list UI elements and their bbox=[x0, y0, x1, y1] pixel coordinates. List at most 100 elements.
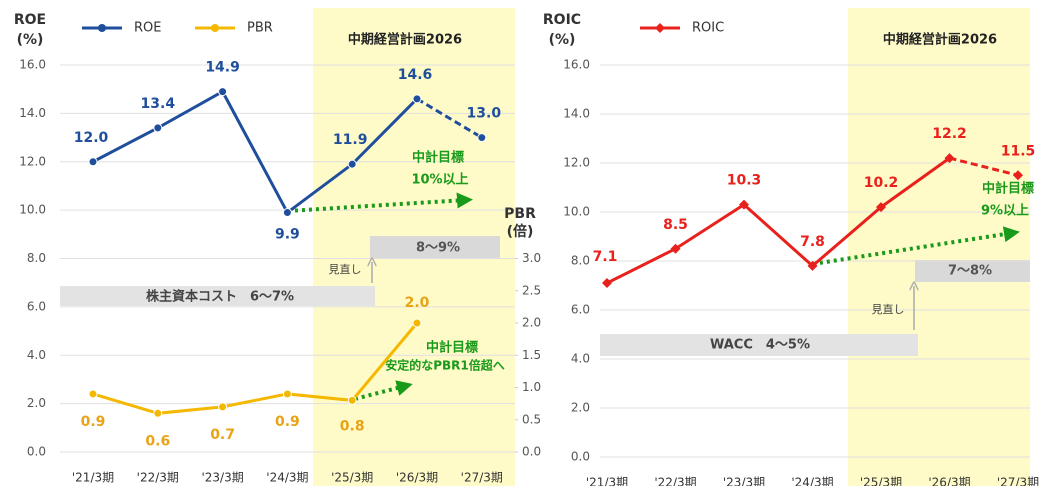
marker bbox=[477, 133, 487, 143]
data-label: 12.2 bbox=[932, 126, 967, 142]
data-label: 11.5 bbox=[1001, 143, 1036, 159]
y-tick-label: 10.0 bbox=[563, 205, 590, 219]
x-tick-label: '21/3期 bbox=[72, 471, 114, 485]
y2-tick-label: 1.5 bbox=[522, 348, 541, 362]
y2-axis-title: (倍) bbox=[507, 223, 534, 240]
data-label: 8.5 bbox=[663, 217, 688, 233]
marker bbox=[282, 208, 292, 218]
y-tick-label: 10.0 bbox=[19, 203, 46, 217]
x-tick-label: '21/3期 bbox=[586, 476, 628, 486]
data-label: 0.6 bbox=[145, 433, 170, 449]
y-tick-label: 12.0 bbox=[563, 156, 590, 170]
data-label: 10.3 bbox=[727, 173, 762, 189]
range-box bbox=[60, 286, 375, 306]
legend-marker bbox=[98, 24, 106, 32]
annotation: 株主資本コスト 6～7% bbox=[146, 289, 294, 305]
y2-tick-label: 0.5 bbox=[522, 412, 541, 426]
y-tick-label: 6.0 bbox=[571, 303, 590, 317]
x-tick-label: '24/3期 bbox=[266, 471, 308, 485]
data-label: 14.6 bbox=[398, 67, 433, 83]
range-box bbox=[370, 236, 500, 258]
marker bbox=[670, 243, 681, 254]
y-axis-title: (%) bbox=[17, 32, 44, 48]
annotation: 中計目標 bbox=[982, 181, 1034, 197]
data-label: 12.0 bbox=[74, 130, 109, 146]
range-box bbox=[600, 334, 918, 356]
data-label: 9.9 bbox=[275, 227, 300, 243]
y-tick-label: 8.0 bbox=[27, 251, 46, 265]
target-arrow bbox=[287, 192, 473, 213]
y-axis-title: ROE bbox=[14, 12, 46, 28]
target-arrow bbox=[354, 380, 413, 401]
marker bbox=[1013, 170, 1023, 181]
marker bbox=[412, 318, 422, 328]
marker bbox=[282, 389, 292, 399]
marker bbox=[218, 87, 228, 97]
annotation: 中期経営計画2026 bbox=[883, 32, 997, 48]
range-box bbox=[915, 260, 1030, 282]
x-tick-label: '25/3期 bbox=[860, 476, 902, 486]
y-tick-label: 16.0 bbox=[19, 58, 46, 72]
legend-marker bbox=[655, 23, 665, 33]
line bbox=[92, 322, 419, 415]
data-label: 10.2 bbox=[864, 175, 899, 191]
data-label: 13.4 bbox=[141, 96, 176, 112]
data-label: 0.7 bbox=[210, 427, 235, 443]
annotation: 安定的なPBR1倍超へ bbox=[385, 358, 505, 373]
y2-tick-label: 2.0 bbox=[522, 316, 541, 330]
marker bbox=[88, 157, 98, 167]
x-tick-label: '23/3期 bbox=[723, 476, 765, 486]
y-tick-label: 14.0 bbox=[563, 107, 590, 121]
marker bbox=[944, 153, 955, 164]
data-label: 0.9 bbox=[275, 414, 300, 430]
x-tick-label: '27/3期 bbox=[997, 476, 1039, 486]
x-tick-label: '26/3期 bbox=[396, 471, 438, 485]
y2-tick-label: 0.0 bbox=[522, 445, 541, 459]
y-tick-label: 14.0 bbox=[19, 106, 46, 120]
y-tick-label: 12.0 bbox=[19, 154, 46, 168]
data-label: 7.1 bbox=[593, 249, 618, 265]
line bbox=[606, 156, 951, 285]
y-axis-title: (%) bbox=[549, 32, 576, 48]
marker bbox=[876, 202, 886, 213]
y-tick-label: 4.0 bbox=[571, 352, 590, 366]
annotation: 中計目標 bbox=[426, 340, 478, 356]
annotation: 見直し bbox=[872, 302, 905, 316]
arrows bbox=[287, 192, 1020, 401]
y-tick-label: 2.0 bbox=[27, 396, 46, 410]
y-tick-label: 8.0 bbox=[571, 254, 590, 268]
y-tick-label: 6.0 bbox=[27, 299, 46, 313]
background bbox=[60, 8, 1030, 486]
marker bbox=[347, 159, 357, 169]
data-label: 0.9 bbox=[81, 414, 106, 430]
line bbox=[416, 97, 483, 139]
y2-tick-label: 1.0 bbox=[522, 380, 541, 394]
marker bbox=[739, 199, 749, 210]
data-label: 11.9 bbox=[333, 132, 368, 148]
marker bbox=[218, 402, 228, 412]
data-label: 0.8 bbox=[340, 418, 365, 434]
x-tick-label: '23/3期 bbox=[201, 471, 243, 485]
legend-label: ROE bbox=[134, 21, 161, 36]
data-label: 2.0 bbox=[405, 295, 430, 311]
y-tick-label: 0.0 bbox=[27, 445, 46, 459]
legend-label: ROIC bbox=[692, 21, 724, 36]
y2-axis-title: PBR bbox=[504, 206, 536, 222]
marker bbox=[412, 94, 422, 104]
plan-band bbox=[848, 8, 1030, 486]
annotation: 9%以上 bbox=[981, 204, 1029, 219]
x-tick-label: '26/3期 bbox=[928, 476, 970, 486]
x-tick-label: '24/3期 bbox=[791, 476, 833, 486]
annotation: 中期経営計画2026 bbox=[348, 32, 462, 48]
x-tick-label: '25/3期 bbox=[331, 471, 373, 485]
y2-tick-label: 2.5 bbox=[522, 283, 541, 297]
y-tick-label: 16.0 bbox=[563, 58, 590, 72]
x-tick-label: '27/3期 bbox=[461, 471, 503, 485]
line bbox=[949, 156, 1019, 177]
data-label: 7.8 bbox=[800, 234, 825, 250]
annotation: 見直し bbox=[329, 262, 362, 276]
y2-tick-label: 3.0 bbox=[522, 251, 541, 265]
marker bbox=[807, 260, 818, 271]
data-label: 14.9 bbox=[205, 60, 240, 76]
